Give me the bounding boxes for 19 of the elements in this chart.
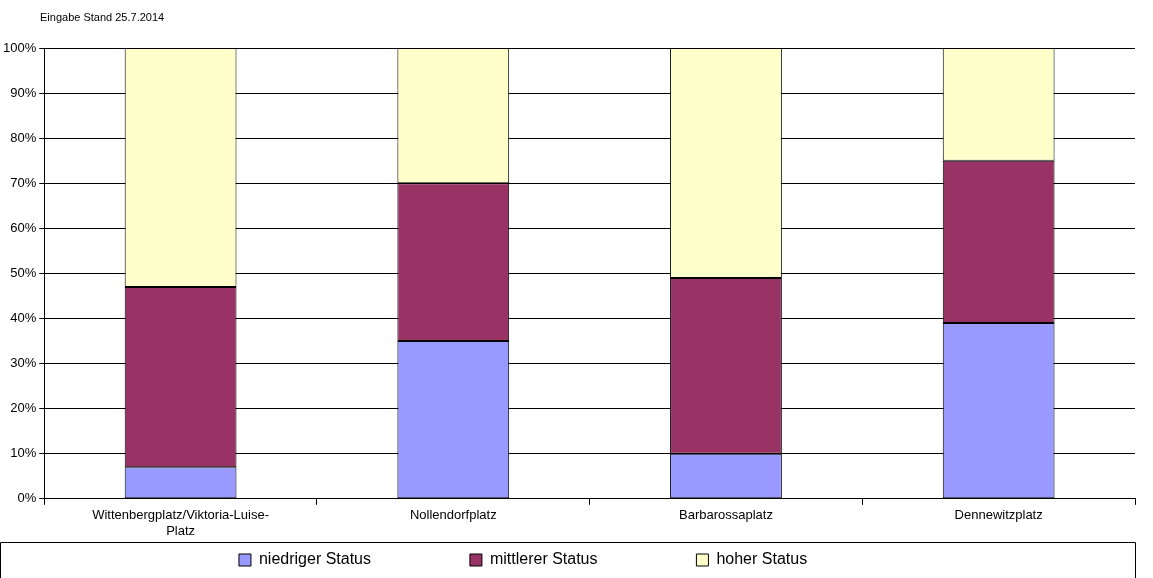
y-tick-label: 40% xyxy=(10,310,37,326)
legend-label: niedriger Status xyxy=(258,550,460,568)
x-tick-label: Barbarossaplatz xyxy=(678,507,773,523)
y-tick-label: 10% xyxy=(10,445,37,461)
y-tick-label: 60% xyxy=(10,219,37,235)
x-tick-label: Wittenbergplatz/Viktoria-Luise-Platz xyxy=(92,507,269,538)
y-tick-label: 0% xyxy=(17,490,37,506)
x-tick-label: Nollendorfplatz xyxy=(409,507,497,523)
y-tick-label: 90% xyxy=(10,84,37,100)
legend-label: hoher Status xyxy=(716,550,897,568)
legend-label: mittlerer Status xyxy=(489,550,687,568)
y-tick-label: 100% xyxy=(3,39,37,55)
y-tick-label: 80% xyxy=(10,129,37,145)
x-tick-label: Dennewitzplatz xyxy=(954,507,1043,523)
text: Eingabe Stand 25.7.2014 xyxy=(40,10,165,23)
y-tick-label: 70% xyxy=(10,174,37,190)
y-tick-label: 50% xyxy=(10,264,37,280)
y-tick-label: 20% xyxy=(10,400,37,416)
y-tick-label: 30% xyxy=(10,355,37,371)
